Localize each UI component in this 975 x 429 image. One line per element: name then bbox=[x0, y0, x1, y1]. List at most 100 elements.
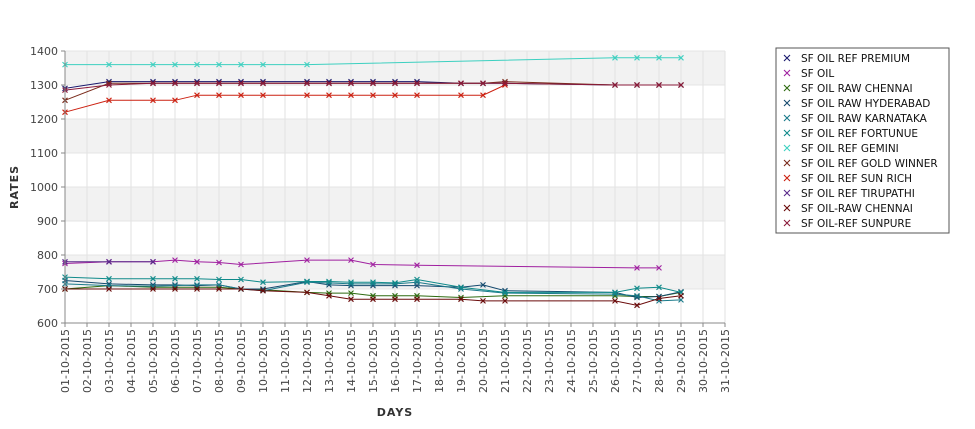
data-point-marker bbox=[260, 279, 266, 286]
data-point-marker bbox=[783, 129, 791, 137]
series-6 bbox=[62, 274, 684, 296]
data-point-marker bbox=[194, 61, 200, 68]
data-point-marker bbox=[414, 80, 420, 87]
data-point-marker bbox=[238, 92, 244, 99]
data-point-marker bbox=[172, 286, 178, 292]
data-point-marker bbox=[348, 290, 354, 296]
data-point-marker bbox=[238, 276, 244, 283]
data-point-marker bbox=[216, 259, 222, 266]
data-point-marker bbox=[392, 279, 398, 286]
y-axis-title: RATES bbox=[8, 165, 21, 209]
data-point-marker bbox=[783, 144, 791, 152]
data-point-marker bbox=[458, 80, 464, 87]
data-point-marker bbox=[260, 80, 266, 87]
data-point-marker bbox=[348, 257, 354, 263]
data-point-marker bbox=[216, 80, 222, 87]
x-tick-label: 08-10-2015 bbox=[213, 329, 226, 393]
legend-item: SF OIL RAW CHENNAI bbox=[783, 83, 913, 95]
data-point-marker bbox=[458, 284, 464, 291]
data-point-marker bbox=[783, 189, 791, 197]
data-point-marker bbox=[172, 257, 178, 263]
x-tick-label: 29-10-2015 bbox=[675, 329, 688, 393]
x-tick-label: 19-10-2015 bbox=[455, 329, 468, 393]
data-point-marker bbox=[260, 61, 266, 68]
data-point-marker bbox=[414, 276, 420, 283]
data-point-marker bbox=[106, 97, 112, 104]
data-point-marker bbox=[634, 285, 640, 292]
data-point-marker bbox=[370, 279, 376, 286]
data-point-marker bbox=[304, 289, 310, 296]
data-point-marker bbox=[238, 286, 244, 292]
legend-item: SF OIL RAW KARNATAKA bbox=[783, 113, 928, 125]
data-point-marker bbox=[414, 262, 420, 269]
data-point-marker bbox=[304, 80, 310, 87]
data-point-marker bbox=[326, 278, 332, 285]
x-tick-label: 28-10-2015 bbox=[653, 329, 666, 393]
data-point-marker bbox=[502, 289, 508, 296]
y-tick-label: 1300 bbox=[30, 79, 58, 92]
data-point-marker bbox=[216, 92, 222, 99]
data-point-marker bbox=[106, 82, 112, 88]
y-tick-label: 900 bbox=[37, 215, 58, 228]
data-point-marker bbox=[238, 61, 244, 68]
data-point-marker bbox=[304, 92, 310, 99]
x-axis-title: DAYS bbox=[377, 406, 413, 419]
x-tick-label: 21-10-2015 bbox=[499, 329, 512, 393]
data-point-marker bbox=[260, 92, 266, 99]
data-point-marker bbox=[783, 174, 791, 182]
data-point-marker bbox=[656, 82, 662, 88]
data-point-marker bbox=[194, 275, 200, 282]
x-tick-label: 17-10-2015 bbox=[411, 329, 424, 393]
x-tick-label: 05-10-2015 bbox=[147, 329, 160, 393]
legend-item: SF OIL bbox=[783, 68, 834, 80]
data-point-marker bbox=[172, 97, 178, 104]
data-point-marker bbox=[304, 257, 310, 263]
y-tick-label: 600 bbox=[37, 317, 58, 330]
data-point-marker bbox=[326, 92, 332, 99]
legend-label: SF OIL RAW KARNATAKA bbox=[801, 113, 928, 125]
series-line bbox=[64, 281, 682, 302]
data-point-marker bbox=[150, 275, 156, 282]
legend-item: SF OIL REF GEMINI bbox=[783, 143, 899, 155]
series-group bbox=[62, 54, 684, 309]
data-point-marker bbox=[656, 295, 662, 302]
data-point-marker bbox=[458, 92, 464, 99]
x-tick-label: 20-10-2015 bbox=[477, 329, 490, 393]
x-tick-label: 25-10-2015 bbox=[587, 329, 600, 393]
data-point-marker bbox=[656, 54, 662, 61]
series-line bbox=[64, 276, 682, 293]
legend-item: SF OIL-REF SUNPURE bbox=[783, 218, 911, 230]
data-point-marker bbox=[172, 61, 178, 68]
data-point-marker bbox=[370, 80, 376, 87]
data-point-marker bbox=[783, 84, 791, 92]
x-tick-label: 26-10-2015 bbox=[609, 329, 622, 393]
data-point-marker bbox=[238, 261, 244, 268]
data-point-marker bbox=[172, 275, 178, 282]
data-point-marker bbox=[216, 286, 222, 292]
data-point-marker bbox=[458, 296, 464, 303]
x-tick-label: 10-10-2015 bbox=[257, 329, 270, 393]
data-point-marker bbox=[634, 302, 640, 309]
data-point-marker bbox=[348, 279, 354, 286]
x-tick-label: 01-10-2015 bbox=[59, 329, 72, 393]
data-point-marker bbox=[326, 292, 332, 299]
data-point-marker bbox=[502, 298, 508, 304]
y-tick-label: 1000 bbox=[30, 181, 58, 194]
y-tick-label: 1200 bbox=[30, 113, 58, 126]
series-line bbox=[64, 285, 682, 299]
data-point-marker bbox=[238, 80, 244, 87]
data-point-marker bbox=[634, 82, 640, 88]
data-point-marker bbox=[304, 278, 310, 285]
data-point-marker bbox=[502, 80, 508, 87]
x-tick-label: 02-10-2015 bbox=[81, 329, 94, 393]
data-point-marker bbox=[480, 92, 486, 99]
data-point-marker bbox=[783, 99, 791, 107]
legend-label: SF OIL RAW CHENNAI bbox=[801, 83, 913, 95]
series-12 bbox=[62, 80, 684, 93]
x-tick-label: 03-10-2015 bbox=[103, 329, 116, 393]
data-point-marker bbox=[348, 80, 354, 87]
data-point-marker bbox=[480, 80, 486, 87]
data-point-marker bbox=[414, 92, 420, 99]
data-point-marker bbox=[150, 80, 156, 87]
x-tick-label: 12-10-2015 bbox=[301, 329, 314, 393]
